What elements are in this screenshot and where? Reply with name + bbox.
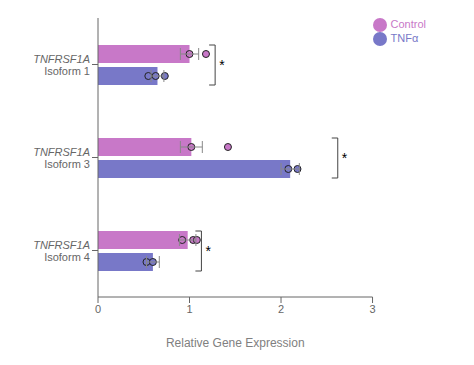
svg-text:3: 3	[369, 303, 375, 315]
svg-text:*: *	[342, 150, 348, 166]
svg-text:1: 1	[186, 303, 192, 315]
svg-text:TNFRSF1AIsoform 3: TNFRSF1AIsoform 3	[33, 146, 90, 170]
svg-text:TNFRSF1AIsoform 1: TNFRSF1AIsoform 1	[33, 53, 90, 77]
html-text:Control: Control	[390, 18, 426, 30]
svg-text:0: 0	[95, 303, 101, 315]
svg-text:2: 2	[278, 303, 284, 315]
svg-text:Relative Gene Expression: Relative Gene Expression	[166, 336, 305, 350]
svg-text:*: *	[219, 57, 225, 73]
svg-text:*: *	[205, 243, 211, 259]
svg-text:TNFRSF1AIsoform 4: TNFRSF1AIsoform 4	[33, 239, 90, 263]
html-text:TNFα: TNFα	[390, 32, 419, 45]
